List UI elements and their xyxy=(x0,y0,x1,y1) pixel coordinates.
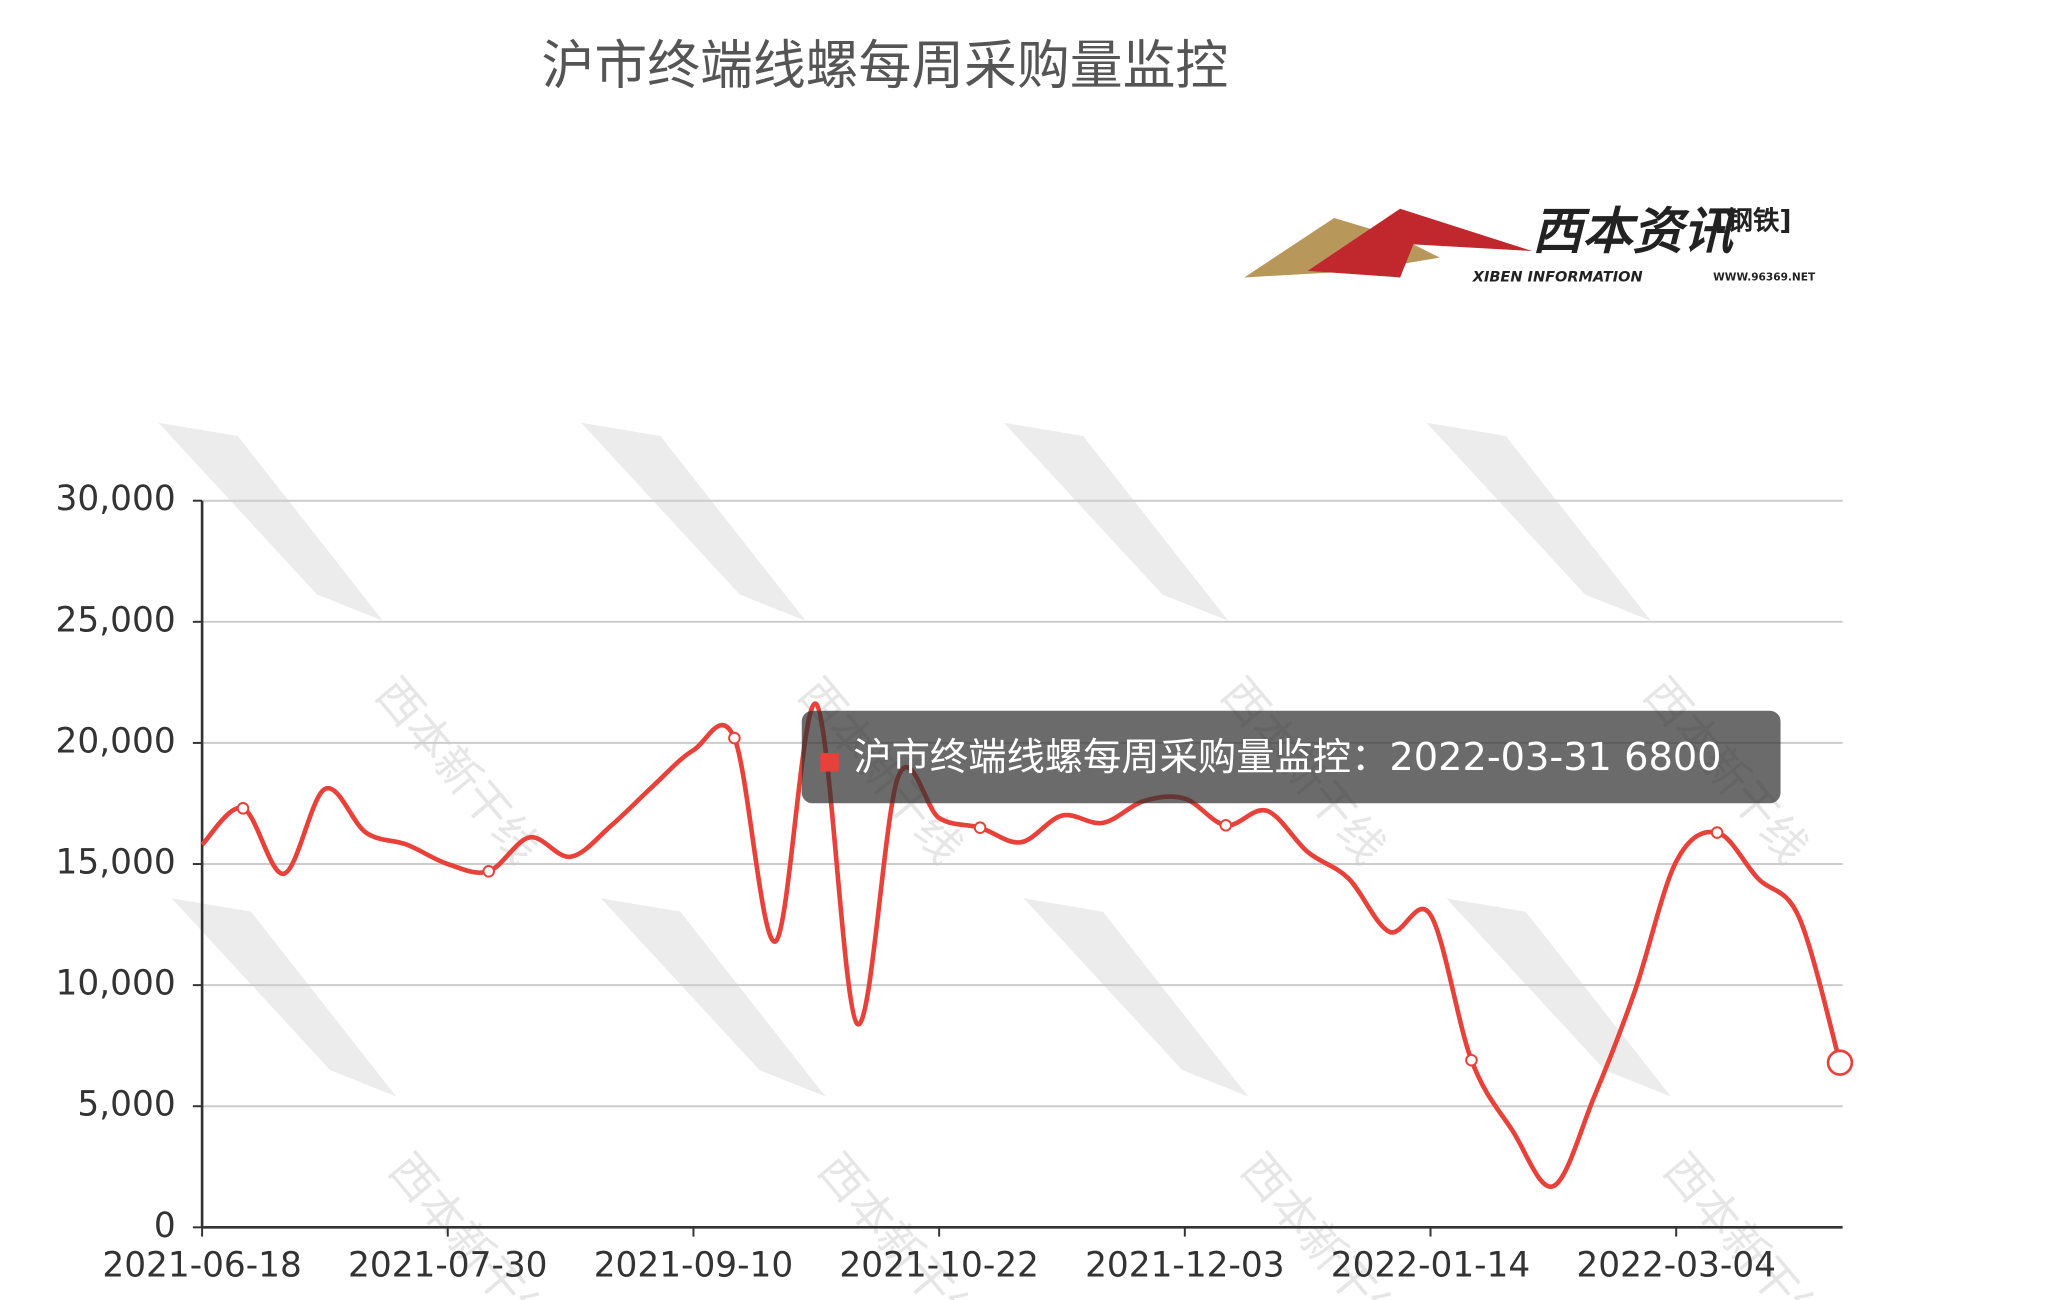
logo-tag: [钢铁] xyxy=(1714,205,1791,236)
x-tick-label: 2021-07-30 xyxy=(348,1245,547,1285)
watermark-shape xyxy=(1003,422,1229,621)
x-tick-label: 2021-09-10 xyxy=(594,1245,793,1285)
logo-english: XIBEN INFORMATION xyxy=(1472,269,1643,285)
x-tick-label: 2021-12-03 xyxy=(1085,1245,1284,1285)
y-tick-label: 25,000 xyxy=(56,600,176,640)
x-tick-label: 2022-03-04 xyxy=(1576,1245,1775,1285)
data-point xyxy=(1219,818,1233,832)
data-point xyxy=(728,731,741,745)
y-tick-label: 20,000 xyxy=(56,721,176,761)
watermark-shape xyxy=(1023,898,1249,1097)
tooltip-text: 沪市终端线螺每周采购量监控：2022-03-31 6800 xyxy=(853,735,1721,780)
data-point xyxy=(1710,826,1724,839)
plot: 0 5,000 10,000 15,000 20,000 25,000 30,000 2021… xyxy=(56,479,1854,1285)
data-point xyxy=(1826,1049,1854,1076)
data-point xyxy=(482,865,495,878)
x-tick-label: 2021-10-22 xyxy=(839,1245,1038,1285)
chart-title: 沪市终端线螺每周采购量监控 xyxy=(542,35,1229,96)
y-tick-label: 15,000 xyxy=(56,843,176,883)
logo-mountain xyxy=(1307,208,1533,278)
x-tick-label: 2022-01-14 xyxy=(1331,1245,1530,1285)
data-point xyxy=(973,821,987,834)
logo: 西本资讯 [钢铁] XIBEN INFORMATION WWW.96369.NE… xyxy=(1244,202,1816,285)
tooltip-marker xyxy=(820,753,839,772)
watermark-shape xyxy=(581,422,806,621)
logo-name: 西本资讯 xyxy=(1532,202,1737,261)
y-tick-label: 0 xyxy=(154,1206,176,1246)
data-point xyxy=(236,802,250,815)
watermark-shape xyxy=(600,898,826,1097)
x-tick-label: 2021-06-18 xyxy=(102,1245,301,1285)
watermark-shape xyxy=(171,898,397,1097)
watermark-shape xyxy=(158,422,384,621)
logo-url: WWW.96369.NET xyxy=(1713,271,1816,283)
y-tick-label: 5,000 xyxy=(77,1085,175,1125)
watermark-shape xyxy=(1426,422,1652,621)
tooltip-box xyxy=(801,710,1781,804)
y-tick-label: 30,000 xyxy=(56,479,176,519)
y-tick-label: 10,000 xyxy=(56,964,176,1004)
data-point xyxy=(1465,1053,1478,1067)
